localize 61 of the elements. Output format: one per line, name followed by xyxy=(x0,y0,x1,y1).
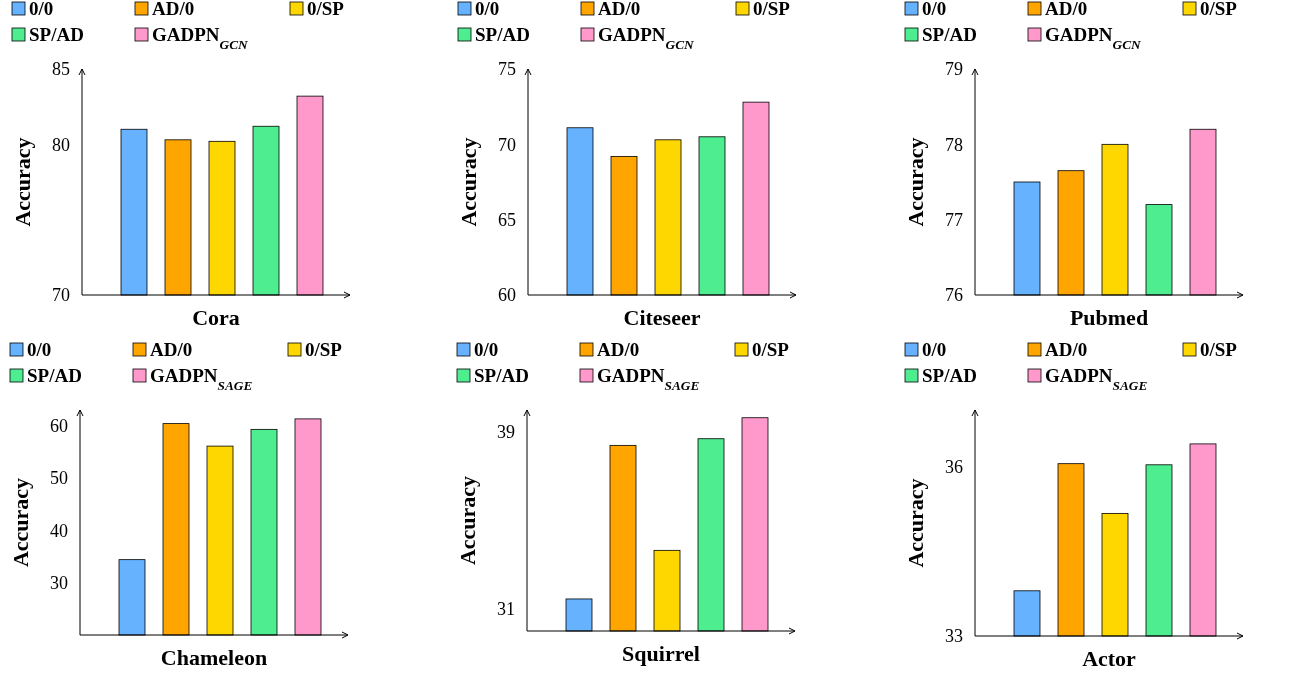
x-axis-title: Squirrel xyxy=(622,641,700,666)
legend-label: SP/AD xyxy=(922,365,977,386)
legend-label: 0/SP xyxy=(307,0,345,19)
legend-label: GADPN$_{GCN}$ xyxy=(1045,24,1142,52)
y-tick-label: 75 xyxy=(498,59,516,80)
x-axis-title: Pubmed xyxy=(1069,305,1149,330)
legend-label: SP/AD xyxy=(922,24,977,45)
y-tick-label: 77 xyxy=(945,209,963,230)
legend-label: GADPN$_{GCN}$ xyxy=(598,24,695,52)
y-axis-title: Accuracy xyxy=(903,478,928,568)
x-axis-title: Citeseer xyxy=(623,305,701,330)
legend-label: 0/0 xyxy=(27,339,52,360)
y-tick-label: 33 xyxy=(945,626,963,647)
x-axis-title: Chameleon xyxy=(160,645,268,670)
y-tick-label: 60 xyxy=(50,416,68,436)
legend-label: 0/SP xyxy=(1200,339,1238,360)
x-axis-title: Actor xyxy=(1082,646,1137,671)
y-tick-label: 30 xyxy=(50,572,68,593)
y-tick-label: 50 xyxy=(50,468,68,489)
legend-label: AD/0 xyxy=(150,339,193,360)
legend-label: AD/0 xyxy=(1045,339,1088,360)
y-tick-label: 76 xyxy=(945,285,963,306)
legend-label: 0/0 xyxy=(922,0,947,19)
y-tick-label: 85 xyxy=(52,59,70,80)
legend-label: AD/0 xyxy=(1045,0,1088,19)
y-tick-label: 78 xyxy=(945,134,963,155)
legend-label: GADPN$_{GCN}$ xyxy=(152,24,249,52)
y-tick-label: 39 xyxy=(497,422,515,443)
y-tick-label: 40 xyxy=(50,520,68,541)
x-axis-title: Cora xyxy=(192,305,240,330)
y-tick-label: 36 xyxy=(945,456,963,477)
y-tick-label: 31 xyxy=(497,599,515,620)
y-axis-title: Accuracy xyxy=(455,475,480,566)
y-tick-label: 60 xyxy=(498,285,516,306)
y-axis-title: Accuracy xyxy=(10,137,35,227)
legend-label: GADPN$_{SAGE}$ xyxy=(1045,365,1148,393)
y-tick-label: 70 xyxy=(498,134,516,155)
legend-label: 0/SP xyxy=(752,339,790,360)
y-tick-label: 80 xyxy=(52,134,70,155)
legend-label: AD/0 xyxy=(152,0,195,19)
legend-label: GADPN$_{SAGE}$ xyxy=(150,365,253,393)
legend-label: AD/0 xyxy=(598,0,641,19)
legend-label: GADPN$_{SAGE}$ xyxy=(597,365,700,393)
y-tick-label: 70 xyxy=(52,285,70,306)
legend-label: 0/SP xyxy=(1200,0,1238,19)
legend-label: 0/SP xyxy=(305,339,343,360)
legend-label: SP/AD xyxy=(29,24,84,45)
y-tick-label: 79 xyxy=(945,59,963,80)
legend-label: SP/AD xyxy=(27,365,82,386)
y-axis-title: Accuracy xyxy=(456,137,481,227)
legend-label: AD/0 xyxy=(597,339,640,360)
y-tick-label: 65 xyxy=(498,209,516,230)
legend-label: 0/0 xyxy=(475,0,500,19)
y-axis-title: Accuracy xyxy=(903,137,928,227)
legend-label: 0/0 xyxy=(474,339,499,360)
legend-label: 0/0 xyxy=(922,339,947,360)
legend-label: 0/SP xyxy=(753,0,791,19)
legend-label: SP/AD xyxy=(475,24,530,45)
legend-label: 0/0 xyxy=(29,0,54,19)
y-axis-title: Accuracy xyxy=(8,477,33,568)
legend-label: SP/AD xyxy=(474,365,529,386)
